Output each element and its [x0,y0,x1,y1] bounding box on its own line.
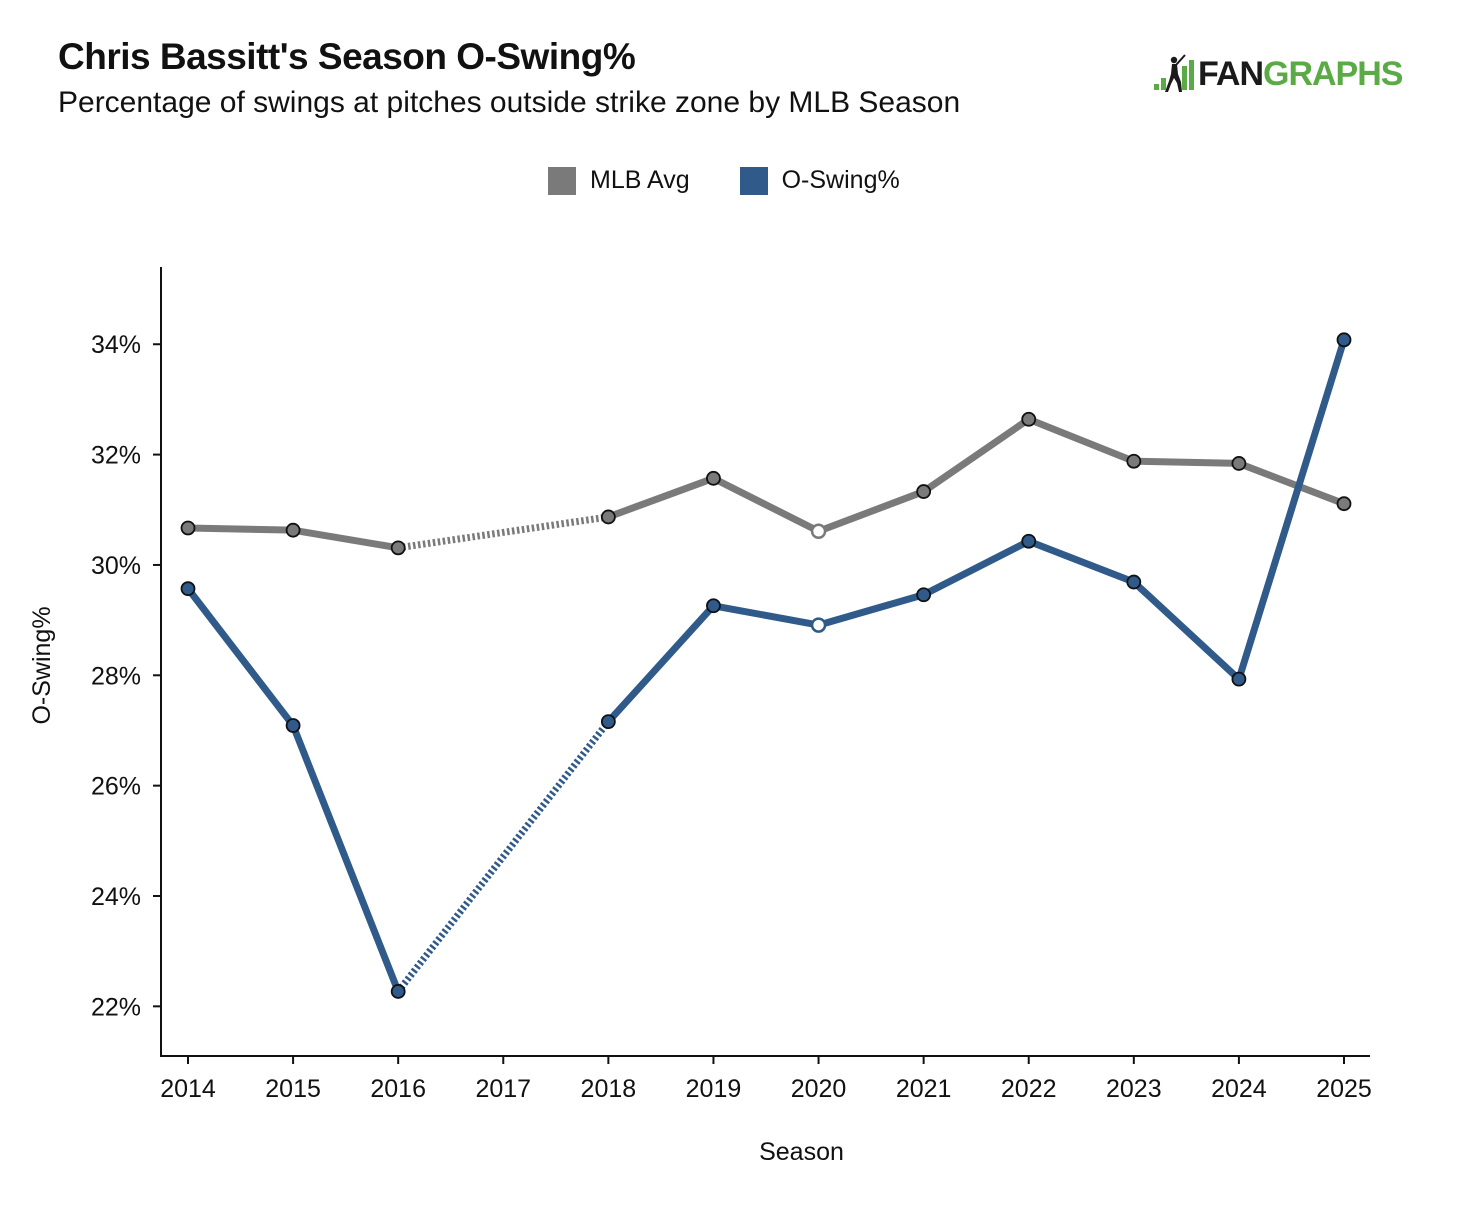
data-point-o-swing-2024[interactable] [1231,671,1247,687]
y-tick-label: 30% [91,552,141,580]
series-line-o-swing-segment [1130,578,1243,683]
data-point-o-swing-2020[interactable] [810,617,827,633]
y-tick-label: 26% [91,773,141,801]
series-line-o-swing-segment [815,591,928,629]
data-point-o-swing-2021[interactable] [916,587,932,603]
series-line-mlb-avg-segment [1130,457,1243,467]
series-line-o-swing-segment [289,722,402,995]
data-point-mlb-avg-2024[interactable] [1231,456,1247,471]
data-point-o-swing-2025[interactable] [1336,332,1352,348]
y-axis-title: O-Swing% [28,606,56,724]
data-point-mlb-avg-2020[interactable] [810,523,827,540]
data-point-o-swing-2018[interactable] [600,714,616,730]
logo-text-graphs: GRAPHS [1263,54,1403,93]
series-line-o-swing-segment [1025,537,1138,586]
series-line-o-swing-segment [709,602,823,629]
data-point-o-swing-2014[interactable] [180,581,196,597]
legend-swatch-o-swing [739,166,768,195]
series-line-mlb-avg-segment [289,526,402,552]
x-tick-label: 2017 [475,1075,531,1103]
series-line-mlb-avg-gap-segment [397,513,609,552]
series-line-mlb-avg-segment [184,524,297,534]
y-tick-label: 28% [91,662,141,690]
x-tick-label: 2023 [1106,1075,1162,1103]
data-point-mlb-avg-2019[interactable] [706,470,721,486]
data-point-mlb-avg-2022[interactable] [1021,411,1037,427]
x-tick-label: 2024 [1211,1075,1267,1103]
legend-item-o-swing[interactable]: O-Swing% [739,166,900,195]
y-tick-label: 24% [91,883,141,911]
data-point-o-swing-2019[interactable] [706,598,721,614]
legend-label-o-swing: O-Swing% [781,166,900,194]
series-line-mlb-avg-segment [815,488,928,535]
chart-subtitle: Percentage of swings at pitches outside … [58,86,961,119]
legend-item-mlb-avg[interactable]: MLB Avg [548,166,690,195]
logo-text-fan: FAN [1198,54,1264,93]
x-tick-label: 2018 [581,1075,637,1103]
chart-title: Chris Bassitt's Season O-Swing% [58,36,636,77]
series-line-mlb-avg-segment [604,474,717,521]
legend-label-mlb-avg: MLB Avg [590,166,690,194]
data-point-o-swing-2016[interactable] [390,984,406,999]
points-layer [180,332,1352,999]
data-point-o-swing-2022[interactable] [1021,533,1037,549]
data-point-o-swing-2015[interactable] [285,718,301,733]
x-tick-label: 2025 [1316,1075,1372,1103]
legend: MLB Avg O-Swing% [548,166,900,195]
legend-swatch-mlb-avg [548,166,576,195]
x-tick-label: 2016 [370,1075,426,1103]
x-axis-title: Season [759,1138,844,1166]
x-tick-label: 2022 [1001,1075,1057,1103]
series-line-o-swing-segment [184,585,297,730]
series-layer [184,336,1348,995]
data-point-mlb-avg-2016[interactable] [390,540,406,556]
series-line-o-swing-segment [1235,336,1348,683]
series-line-mlb-avg-segment [709,474,823,535]
data-point-mlb-avg-2021[interactable] [916,484,932,499]
series-line-o-swing-gap-segment [395,719,612,994]
series-line-mlb-avg-segment [920,415,1033,496]
x-tick-label: 2021 [896,1075,952,1103]
x-tick-label: 2014 [160,1075,216,1103]
series-line-o-swing-segment [604,602,717,726]
chart-axes: 22% 24% 26% 28% 30% 32% 34% 2014 2015 2016 2017 201… [91,267,1372,1103]
data-point-mlb-avg-2023[interactable] [1126,453,1142,469]
data-point-mlb-avg-2018[interactable] [600,509,616,525]
y-tick-label: 32% [91,442,141,470]
fangraphs-logo: FAN GRAPHS [1152,52,1403,96]
y-tick-label: 34% [91,331,141,359]
y-tick-label: 22% [91,993,141,1021]
data-point-mlb-avg-2014[interactable] [180,520,196,536]
batter-silhouette-icon [1154,54,1194,92]
series-line-o-swing-segment [920,537,1033,599]
x-tick-label: 2015 [265,1075,321,1103]
data-point-o-swing-2023[interactable] [1126,574,1142,590]
x-tick-label: 2019 [686,1075,742,1103]
x-tick-label: 2020 [791,1075,847,1103]
data-point-mlb-avg-2025[interactable] [1336,496,1352,512]
data-point-mlb-avg-2015[interactable] [285,522,301,538]
series-line-mlb-avg-segment [1025,415,1138,465]
series-line-mlb-avg-segment [1235,459,1348,508]
